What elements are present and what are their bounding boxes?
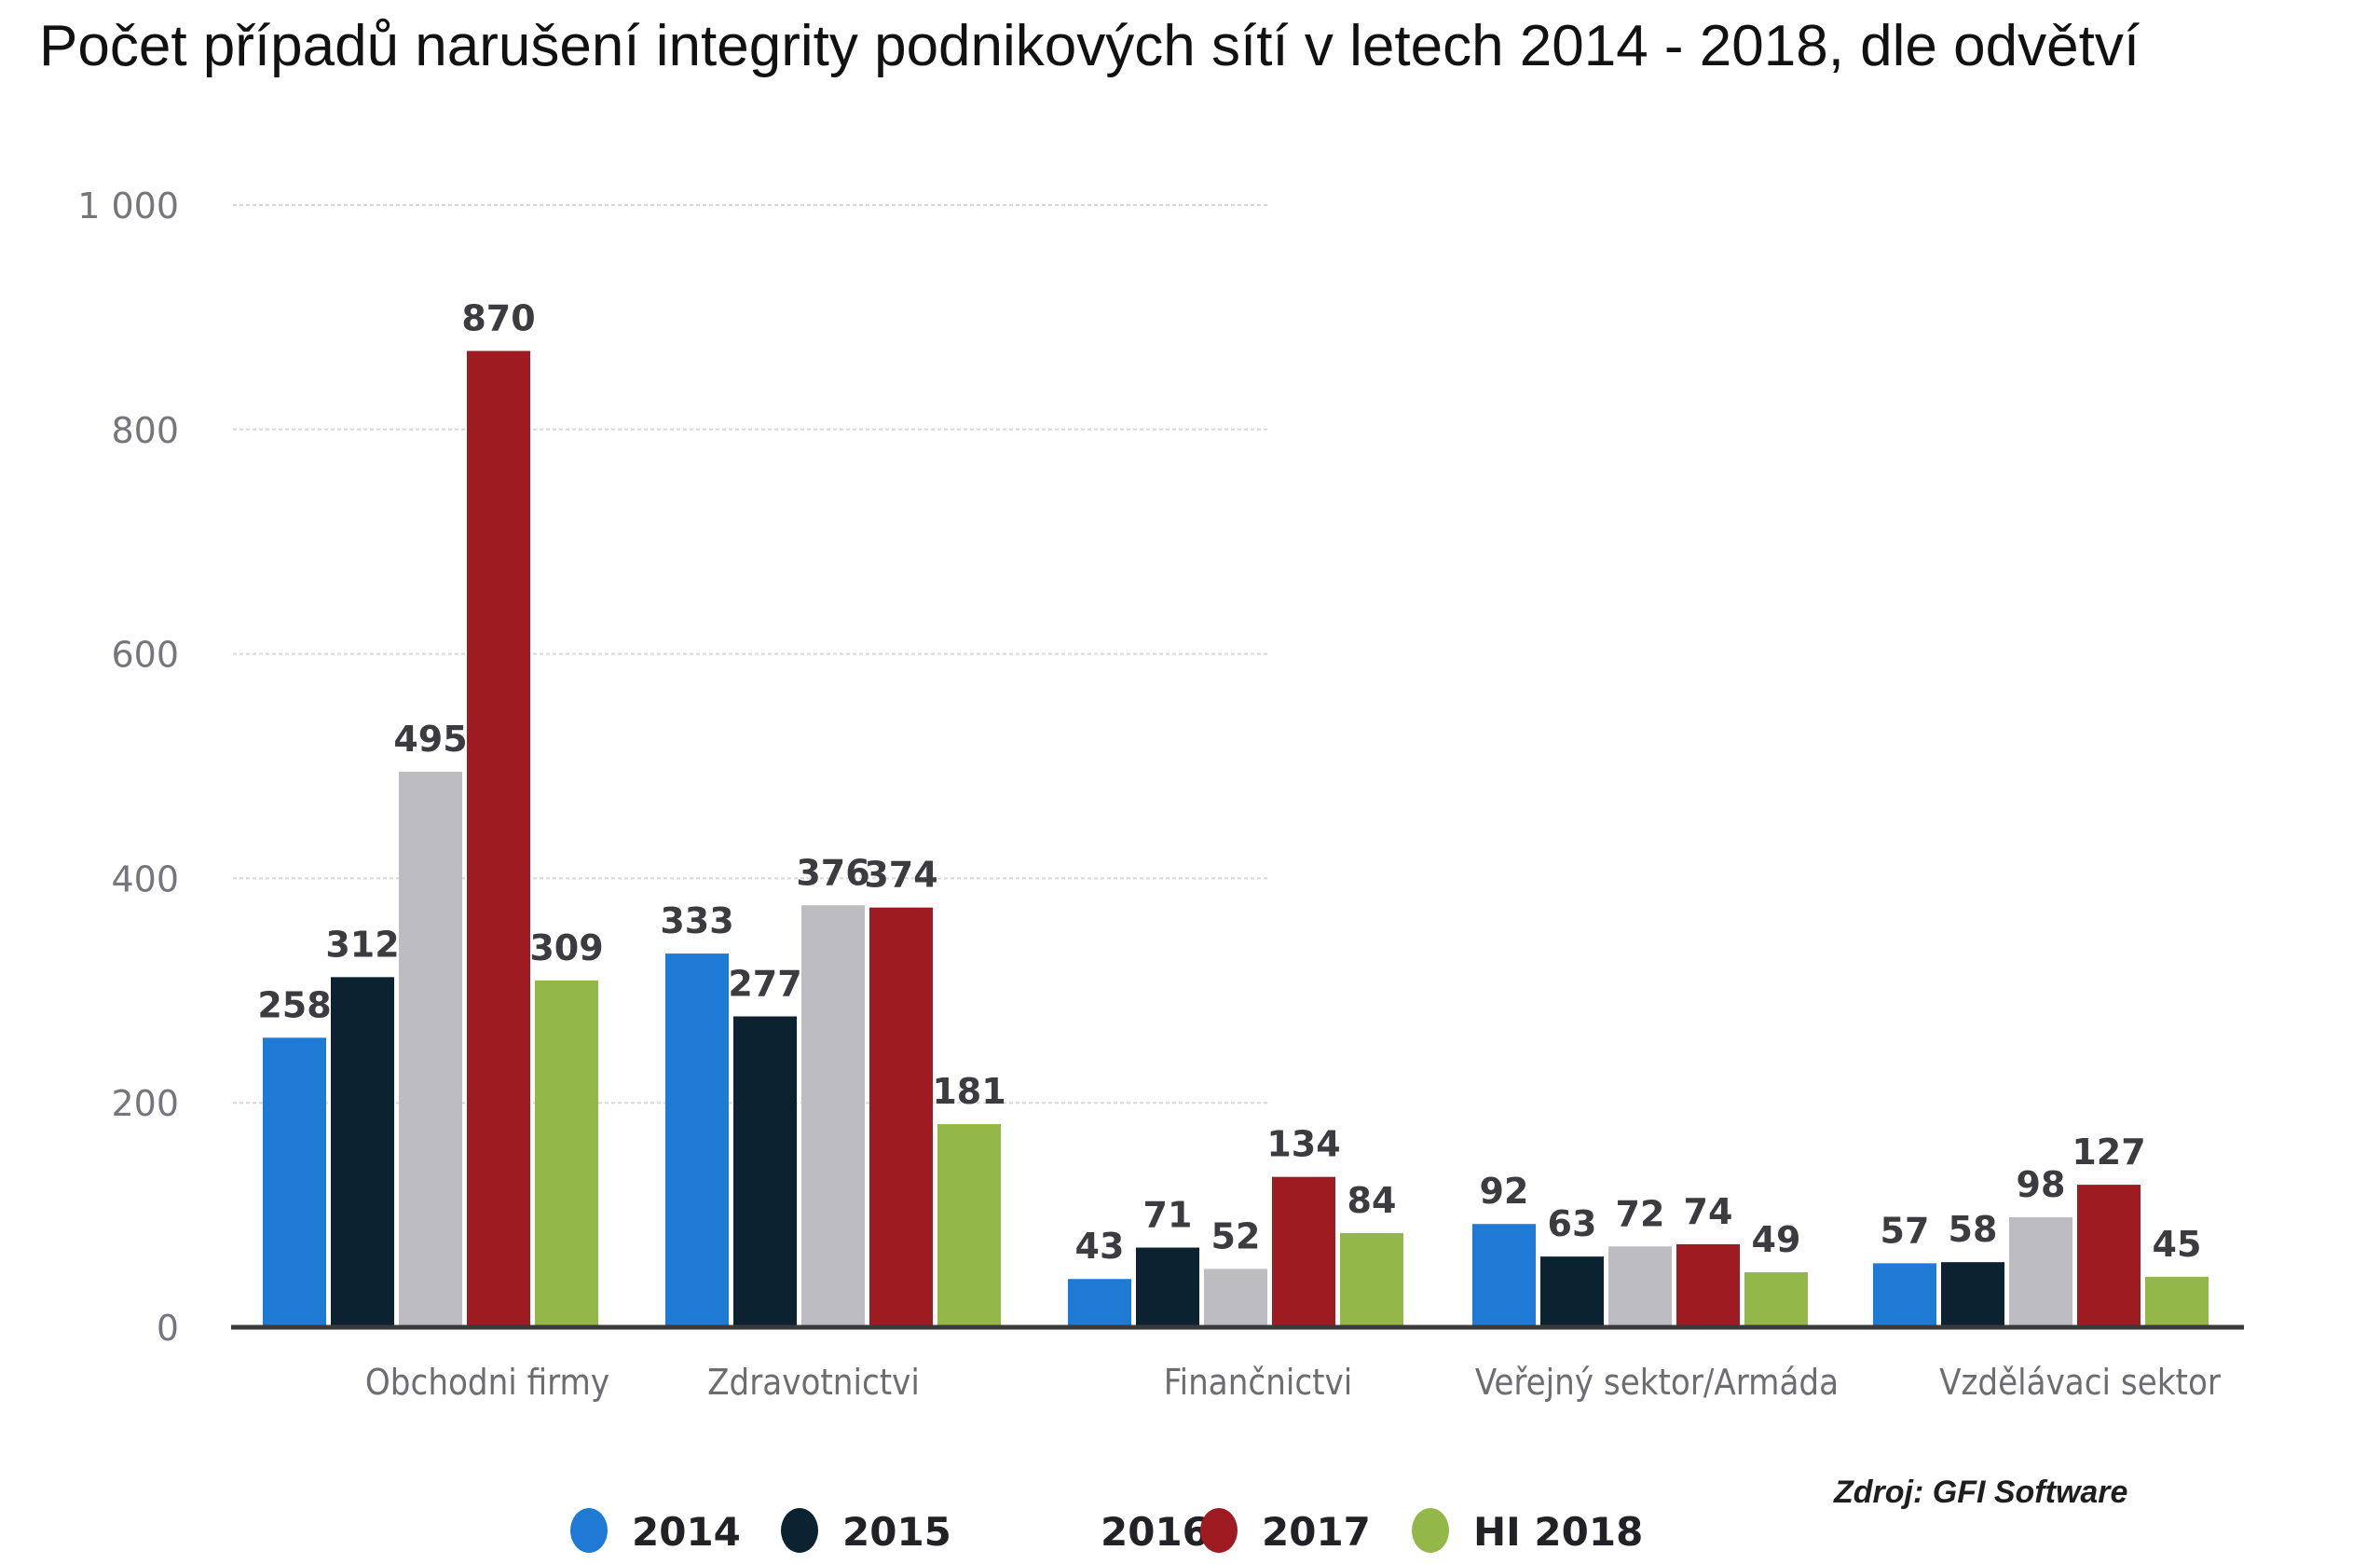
bar [2009,1217,2072,1327]
data-label: 52 [1211,1215,1261,1256]
legend-marker [781,1508,818,1553]
bar [331,977,394,1327]
legend-label: 2015 [842,1509,951,1555]
legend: 2014 2015 2016 2017 HI 2018 [570,1508,1643,1555]
bar [2077,1185,2141,1327]
bar [937,1124,1001,1327]
x-tick-label: Finančnictvi [1164,1362,1353,1403]
y-tick-label: 400 [111,858,179,899]
bar [2145,1276,2209,1327]
legend-item: 2016 [1101,1509,1210,1555]
y-tick-label: 800 [111,410,179,451]
y-tick-label: 200 [111,1083,179,1124]
data-label: 312 [325,924,399,965]
bars [263,350,2209,1327]
legend-item: HI 2018 [1412,1508,1643,1555]
y-axis: 0 200 400 600 800 1 000 [77,185,179,1349]
x-tick-label: Obchodni firmy [365,1362,609,1403]
data-label: 258 [257,984,331,1025]
legend-marker [570,1508,608,1553]
bar [1941,1262,2004,1327]
legend-label: HI 2018 [1473,1509,1643,1555]
data-label: 134 [1266,1124,1340,1165]
data-label: 309 [529,927,603,968]
legend-label: 2014 [632,1509,741,1555]
data-label: 277 [728,963,801,1004]
bar [1068,1279,1131,1327]
data-label: 374 [864,855,937,896]
data-label: 495 [393,719,467,760]
data-label: 92 [1480,1171,1529,1212]
y-tick-label: 0 [157,1308,179,1349]
data-label: 45 [2153,1224,2202,1265]
legend-item: 2015 [781,1508,951,1555]
data-label: 127 [2072,1132,2145,1173]
bar [1873,1263,1936,1327]
legend-marker [1412,1508,1449,1553]
legend-marker [1200,1508,1238,1553]
bar [1744,1272,1808,1327]
bar [801,905,865,1327]
data-label: 63 [1548,1203,1597,1244]
data-label: 57 [1881,1210,1930,1251]
x-tick-label: Zdravotnictvi [707,1362,920,1403]
y-tick-label: 600 [111,635,179,676]
data-label: 98 [2017,1164,2066,1205]
bar [733,1016,797,1327]
bar [535,980,598,1327]
legend-label: 2017 [1262,1509,1371,1555]
x-tick-label: Vzdělávaci sektor [1939,1362,2222,1403]
legend-label: 2016 [1101,1509,1210,1555]
bar [399,772,462,1327]
data-label: 74 [1684,1191,1733,1232]
data-label: 58 [1949,1209,1998,1250]
bar [467,350,530,1327]
data-label: 376 [796,852,869,893]
bar [665,953,729,1327]
legend-item: 2014 [570,1508,741,1555]
source-note: Zdroj: GFI Software [1833,1475,2127,1510]
bar [1204,1269,1267,1327]
data-label: 71 [1143,1195,1193,1236]
x-tick-label: Veřejný sektor/Armáda [1475,1362,1839,1403]
data-label: 333 [660,900,733,941]
data-label: 49 [1752,1219,1801,1260]
y-tick-label: 1 000 [77,185,179,226]
bar [1676,1243,1740,1327]
bar [1540,1256,1604,1327]
data-label: 870 [461,298,535,339]
bar [1272,1176,1335,1327]
legend-item: 2017 [1200,1508,1371,1555]
bar [1136,1247,1199,1327]
bar [1608,1246,1672,1327]
x-axis: Obchodni firmy Zdravotnictvi Finančnictvi V… [365,1362,2222,1403]
bar [869,907,933,1327]
data-label: 84 [1347,1180,1397,1221]
data-label: 72 [1616,1193,1665,1234]
bar [1340,1232,1403,1327]
bar [1472,1224,1536,1327]
chart-title: Počet případů narušení integrity podniko… [39,14,2140,78]
bar [263,1037,326,1327]
data-label: 43 [1075,1226,1125,1267]
data-label: 181 [932,1071,1005,1112]
